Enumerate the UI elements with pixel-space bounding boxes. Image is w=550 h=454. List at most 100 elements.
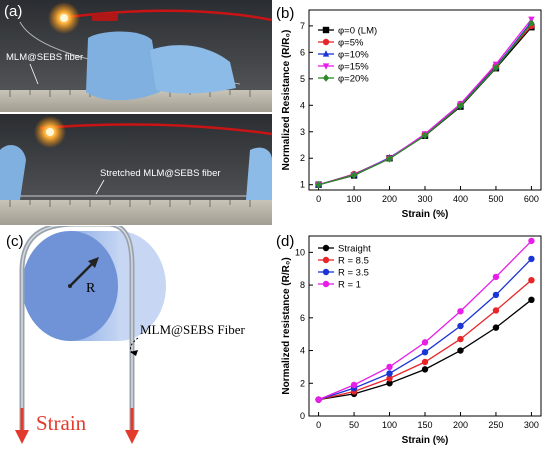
x-tick-label: 150 [417, 420, 432, 430]
x-tick-label: 200 [382, 194, 397, 204]
legend-label: Straight [338, 243, 371, 254]
data-point [386, 154, 393, 163]
panel-a: (a) MLM@SEBS fiber Stretched MLM@SEBS fi… [0, 0, 272, 225]
x-axis-label: Strain (%) [402, 435, 449, 446]
legend-marker [322, 268, 330, 276]
data-point [421, 339, 429, 346]
radius-label: R [86, 281, 96, 296]
legend-marker [322, 280, 330, 288]
legend-marker [322, 50, 330, 57]
x-tick-label: 250 [488, 420, 503, 430]
y-tick-label: 10 [295, 247, 305, 257]
y-tick-label: 2 [300, 378, 305, 388]
legend-label: φ=0 (LM) [338, 25, 377, 36]
y-tick-label: 0 [300, 411, 305, 421]
legend-item: R = 1 [318, 279, 361, 290]
data-point [492, 273, 500, 281]
data-point [492, 307, 500, 314]
y-tick-label: 5 [300, 74, 305, 84]
legend-item: φ=10% [318, 49, 369, 60]
legend-item: φ=15% [318, 61, 369, 72]
data-point [315, 180, 322, 189]
legend-label: φ=5% [338, 37, 364, 48]
data-point [350, 171, 358, 179]
data-point [528, 296, 535, 304]
data-point [528, 19, 535, 28]
legend-marker [322, 256, 330, 264]
legend-item: φ=5% [318, 37, 364, 48]
data-point [528, 276, 535, 284]
fiber-pointer [29, 63, 39, 85]
data-point [457, 308, 464, 315]
x-tick-label: 200 [453, 420, 468, 430]
photo-unstretched [0, 0, 272, 112]
data-point [386, 363, 393, 371]
x-tick-label: 0 [316, 420, 321, 430]
cylinder [22, 231, 166, 341]
y-tick-label: 3 [300, 127, 305, 137]
legend-item: φ=0 (LM) [318, 25, 377, 36]
data-point [528, 255, 535, 263]
legend-marker [322, 26, 330, 34]
photo-stretched [0, 114, 272, 225]
x-tick-label: 50 [349, 420, 359, 430]
data-point [350, 381, 358, 389]
data-point [528, 237, 535, 245]
legend-label: φ=10% [338, 49, 369, 60]
data-point [492, 324, 500, 331]
strain-arrow-right [125, 408, 139, 444]
legend-item: R = 8.5 [318, 255, 369, 266]
ruler [0, 90, 272, 112]
data-point [457, 322, 464, 330]
data-point [492, 63, 500, 72]
panel-b-letter: (b) [276, 5, 294, 22]
panel-c-letter: (c) [6, 233, 24, 250]
series [315, 237, 535, 403]
data-point [421, 358, 429, 366]
strain-arrow-left [15, 408, 29, 444]
y-tick-label: 2 [300, 153, 305, 163]
legend-label: R = 3.5 [338, 267, 369, 278]
fiber-label: MLM@SEBS fiber [6, 52, 83, 63]
legend-marker [322, 63, 330, 70]
y-tick-label: 1 [300, 180, 305, 190]
data-point [457, 335, 464, 343]
x-tick-label: 300 [524, 420, 539, 430]
panel-c: (c) R MLM@SEBS Fiber Strain [6, 226, 245, 444]
x-axis-label: Strain (%) [402, 209, 449, 220]
data-point [492, 291, 500, 299]
series [315, 19, 535, 189]
panel-d-letter: (d) [276, 233, 294, 250]
x-tick-label: 300 [417, 194, 432, 204]
panel-a-letter: (a) [4, 3, 22, 20]
data-point [421, 366, 429, 373]
data-point [421, 131, 429, 140]
x-tick-label: 100 [347, 194, 362, 204]
data-point [386, 375, 393, 382]
stretched-fiber-pointer [95, 179, 105, 195]
x-tick-label: 100 [382, 420, 397, 430]
ruler [0, 200, 272, 225]
data-point [386, 370, 393, 377]
y-tick-label: 7 [300, 21, 305, 31]
data-point [315, 396, 322, 403]
y-tick-label: 4 [300, 346, 305, 356]
y-tick-label: 4 [300, 100, 305, 110]
stretched-fiber-label: Stretched MLM@SEBS fiber [100, 168, 221, 179]
x-tick-label: 500 [488, 194, 503, 204]
y-axis-label: Normalized resistance (R/R₀) [281, 257, 292, 394]
chart-b: (b) 0 100 200 300 400 500 600 1 2 3 4 5 6 7 Strain (%)… [276, 5, 542, 220]
legend-label: φ=20% [338, 73, 369, 84]
y-tick-label: 6 [300, 47, 305, 57]
legend-label: R = 1 [338, 279, 361, 290]
legend-item: R = 3.5 [318, 267, 369, 278]
legend-marker [322, 74, 330, 82]
legend-item: φ=20% [318, 73, 369, 84]
legend-marker [322, 244, 330, 252]
y-tick-label: 8 [300, 280, 305, 290]
x-tick-label: 400 [453, 194, 468, 204]
radius-arrow [68, 257, 99, 288]
data-point [457, 347, 464, 354]
legend-label: φ=15% [338, 61, 369, 72]
y-axis-label: Normalized Resistance (R/R₀) [281, 30, 292, 171]
